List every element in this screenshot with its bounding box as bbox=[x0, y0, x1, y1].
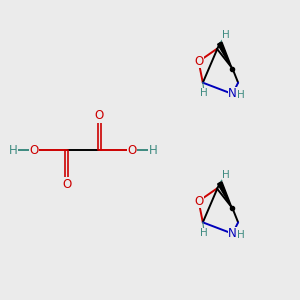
Text: O: O bbox=[194, 195, 203, 208]
Polygon shape bbox=[218, 42, 232, 69]
Text: H: H bbox=[200, 228, 208, 238]
Text: O: O bbox=[194, 55, 203, 68]
Text: H: H bbox=[237, 90, 245, 100]
Text: H: H bbox=[200, 88, 208, 98]
Text: O: O bbox=[95, 109, 104, 122]
Text: N: N bbox=[228, 88, 237, 100]
Text: H: H bbox=[9, 143, 18, 157]
Text: H: H bbox=[222, 30, 230, 40]
Text: N: N bbox=[228, 227, 237, 240]
Text: O: O bbox=[128, 143, 137, 157]
Polygon shape bbox=[218, 182, 232, 208]
Text: O: O bbox=[29, 143, 39, 157]
Text: H: H bbox=[222, 170, 230, 180]
Text: O: O bbox=[62, 178, 71, 191]
Text: H: H bbox=[148, 143, 157, 157]
Text: H: H bbox=[237, 230, 245, 240]
